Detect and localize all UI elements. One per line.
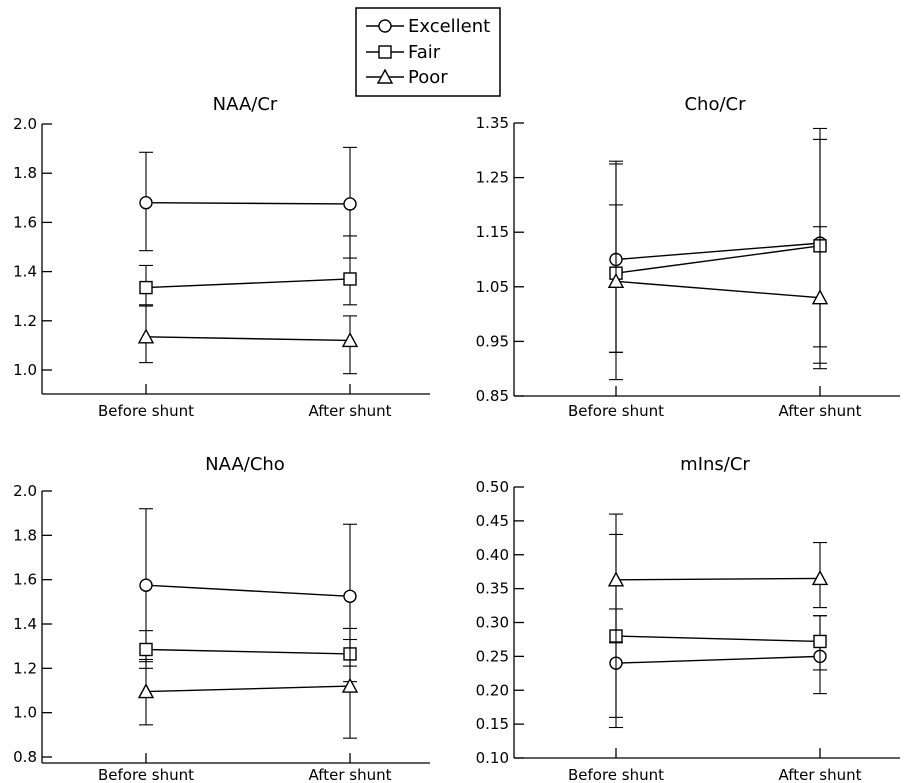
legend-triangle-marker: [376, 68, 394, 84]
chart-3-series-poor: [137, 638, 359, 739]
chart-4-series-fair: [609, 533, 827, 718]
chart-1-series-fair: [139, 235, 357, 306]
chart-4-y-tick-label: 0.40: [476, 546, 509, 564]
legend-label-poor: Poor: [408, 67, 448, 88]
chart-1-series-poor: [137, 305, 359, 375]
chart-3-y-tick-label: 1.8: [13, 526, 37, 544]
chart-1-y-tick-label: 1.6: [13, 213, 37, 231]
chart-4-point-poor: [607, 571, 625, 587]
chart-1-panel: NAA/Cr 1.0 1.2 1.4 1.6 1.8 2.0 Before shunt Afte…: [13, 94, 430, 420]
chart-2-y-tick-label: 1.35: [476, 114, 509, 132]
chart-1-point-excellent: [139, 196, 153, 210]
chart-3-series-excellent: [139, 508, 357, 667]
chart-4-series-excellent: [609, 608, 827, 729]
chart-4-series-line-poor: [615, 577, 821, 581]
chart-4-series-line-fair: [615, 635, 821, 643]
legend-label-excellent: Excellent: [408, 16, 490, 37]
chart-2-y-tick-label: 1.15: [476, 223, 509, 241]
chart-4-y-tick-label: 0.30: [476, 614, 509, 632]
chart-3-point-excellent: [343, 589, 357, 603]
chart-2-y-tick-label: 0.95: [476, 332, 509, 350]
chart-2-point-poor: [811, 289, 829, 305]
chart-4-y-tick-label: 0.50: [476, 478, 509, 496]
chart-3-series-fair: [139, 627, 357, 683]
chart-2-x-tick-label: After shunt: [778, 402, 861, 420]
chart-4-panel: mIns/Cr 0.10 0.15 0.20 0.25 0.30 0.35 0.40 0.45 0…: [476, 454, 900, 783]
chart-3-point-poor: [137, 683, 155, 699]
chart-1-x-tick-label: After shunt: [308, 402, 391, 420]
chart-1-series-excellent: [139, 146, 357, 259]
chart-1-y-tick-label: 1.2: [13, 312, 37, 330]
chart-4-y-tick-label: 0.20: [476, 681, 509, 699]
chart-2-series-line-fair: [615, 245, 821, 274]
chart-3-y-tick-label: 2.0: [13, 482, 37, 500]
chart-2-y-tick-label: 1.25: [476, 169, 509, 187]
chart-3-point-fair: [139, 642, 153, 657]
chart-1-point-fair: [343, 272, 357, 286]
chart-1-series-line-excellent: [145, 202, 351, 205]
chart-2-title: Cho/Cr: [684, 94, 746, 115]
chart-2-y-tick-label: 0.85: [476, 387, 509, 405]
chart-3-x-tick-label: After shunt: [308, 766, 391, 783]
chart-4-y-tick-label: 0.25: [476, 647, 509, 665]
chart-3-series-line-fair: [145, 648, 351, 655]
chart-1-point-excellent: [343, 197, 357, 211]
chart-4-point-poor: [811, 569, 829, 586]
chart-3-point-excellent: [139, 578, 153, 592]
chart-4-series-poor: [607, 513, 829, 644]
chart-3-y-tick-label: 1.6: [13, 571, 37, 589]
legend: Excellent Fair Poor: [355, 7, 501, 97]
chart-3-series-line-excellent: [145, 584, 351, 597]
chart-2-y-tick-label: 1.05: [476, 278, 509, 296]
chart-1-point-poor: [341, 332, 359, 348]
legend-square-marker: [378, 45, 392, 59]
chart-1-y-tick-label: 2.0: [13, 115, 37, 133]
chart-1-x-tick-label: Before shunt: [98, 402, 194, 420]
chart-3-panel: NAA/Cho 0.8 1.0 1.2 1.4 1.6 1.8 2.0 Before shunt…: [13, 454, 430, 783]
chart-4-y-tick-label: 0.15: [476, 715, 509, 733]
chart-4-y-tick-label: 0.35: [476, 580, 509, 598]
chart-2-panel: Cho/Cr 0.85 0.95 1.05 1.15 1.25 1.35 Before shu…: [476, 94, 900, 420]
chart-1-y-tick-label: 1.0: [13, 361, 37, 379]
chart-2-series-line-excellent: [615, 242, 821, 261]
chart-1-series-line-poor: [145, 336, 351, 342]
chart-1-point-poor: [137, 328, 155, 344]
chart-4-y-tick-label: 0.10: [476, 749, 509, 767]
chart-2-series-line-poor: [615, 280, 821, 299]
chart-4-title: mIns/Cr: [680, 454, 750, 475]
chart-3-series-line-poor: [145, 685, 351, 693]
chart-3-y-tick-label: 1.4: [13, 615, 37, 633]
chart-1-point-fair: [139, 280, 153, 295]
chart-2-point-poor: [607, 272, 625, 289]
legend-circle-marker: [378, 19, 392, 33]
chart-2-series-poor: [607, 204, 829, 370]
chart-4-series-line-excellent: [615, 655, 821, 664]
chart-4-y-tick-label: 0.45: [476, 512, 509, 530]
chart-3-y-tick-label: 1.2: [13, 659, 37, 677]
chart-4-point-fair: [813, 634, 827, 649]
chart-3-y-tick-label: 1.0: [13, 704, 37, 722]
chart-3-title: NAA/Cho: [205, 454, 285, 475]
chart-1-y-tick-label: 1.8: [13, 164, 37, 182]
legend-label-fair: Fair: [408, 42, 441, 63]
chart-3-x-tick-label: Before shunt: [98, 766, 194, 783]
chart-2-x-tick-label: Before shunt: [568, 402, 664, 420]
chart-3-y-tick-label: 0.8: [13, 748, 37, 766]
chart-1-series-line-fair: [145, 278, 351, 289]
chart-2-series-excellent: [609, 127, 827, 353]
chart-4-x-tick-label: Before shunt: [568, 766, 664, 783]
chart-1-y-tick-label: 1.4: [13, 263, 37, 281]
chart-4-x-tick-label: After shunt: [778, 766, 861, 783]
chart-2-series-fair: [609, 138, 827, 381]
chart-1-title: NAA/Cr: [213, 94, 278, 115]
chart-panels: NAA/Cr 1.0 1.2 1.4 1.6 1.8 2.0 Before shunt Afte…: [13, 94, 900, 783]
chart-3-point-poor: [341, 677, 359, 693]
